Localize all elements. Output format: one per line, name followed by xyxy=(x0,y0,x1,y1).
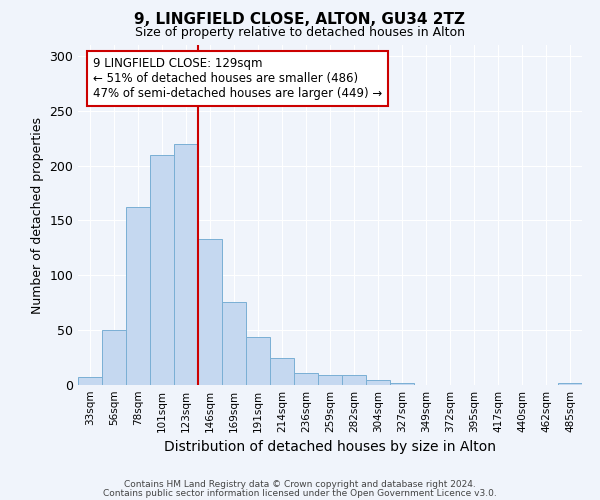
Bar xyxy=(174,144,198,385)
Bar xyxy=(294,373,318,385)
Text: Contains public sector information licensed under the Open Government Licence v3: Contains public sector information licen… xyxy=(103,488,497,498)
Bar xyxy=(270,358,294,385)
Bar xyxy=(150,154,174,385)
Bar xyxy=(390,383,414,385)
Y-axis label: Number of detached properties: Number of detached properties xyxy=(31,116,44,314)
Text: 9, LINGFIELD CLOSE, ALTON, GU34 2TZ: 9, LINGFIELD CLOSE, ALTON, GU34 2TZ xyxy=(134,12,466,28)
Bar xyxy=(126,208,150,385)
Text: Contains HM Land Registry data © Crown copyright and database right 2024.: Contains HM Land Registry data © Crown c… xyxy=(124,480,476,489)
Bar xyxy=(198,239,222,385)
Bar xyxy=(342,375,366,385)
Bar xyxy=(246,336,270,385)
Bar xyxy=(318,375,342,385)
X-axis label: Distribution of detached houses by size in Alton: Distribution of detached houses by size … xyxy=(164,440,496,454)
Text: Size of property relative to detached houses in Alton: Size of property relative to detached ho… xyxy=(135,26,465,39)
Bar xyxy=(222,302,246,385)
Bar xyxy=(366,380,390,385)
Bar xyxy=(558,383,582,385)
Bar xyxy=(78,378,102,385)
Bar xyxy=(102,330,126,385)
Text: 9 LINGFIELD CLOSE: 129sqm
← 51% of detached houses are smaller (486)
47% of semi: 9 LINGFIELD CLOSE: 129sqm ← 51% of detac… xyxy=(93,57,382,100)
